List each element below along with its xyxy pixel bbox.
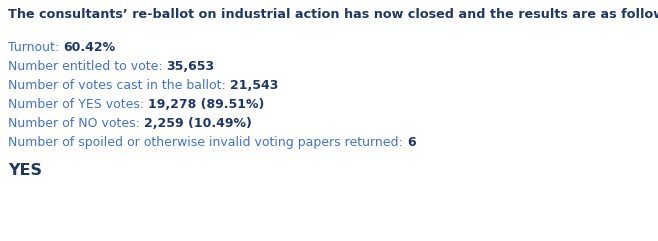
Text: Number of NO votes:: Number of NO votes: <box>8 117 144 130</box>
Text: 35,653: 35,653 <box>166 60 215 73</box>
Text: YES: YES <box>8 163 42 178</box>
Text: Number entitled to vote:: Number entitled to vote: <box>8 60 166 73</box>
Text: 19,278 (89.51%): 19,278 (89.51%) <box>148 98 265 111</box>
Text: 21,543: 21,543 <box>230 79 278 92</box>
Text: Turnout:: Turnout: <box>8 41 63 54</box>
Text: 2,259 (10.49%): 2,259 (10.49%) <box>144 117 252 130</box>
Text: Number of YES votes:: Number of YES votes: <box>8 98 148 111</box>
Text: Number of votes cast in the ballot:: Number of votes cast in the ballot: <box>8 79 230 92</box>
Text: 6: 6 <box>407 136 415 149</box>
Text: 60.42%: 60.42% <box>63 41 115 54</box>
Text: Number of spoiled or otherwise invalid voting papers returned:: Number of spoiled or otherwise invalid v… <box>8 136 407 149</box>
Text: The consultants’ re-ballot on industrial action has now closed and the results a: The consultants’ re-ballot on industrial… <box>8 8 658 21</box>
